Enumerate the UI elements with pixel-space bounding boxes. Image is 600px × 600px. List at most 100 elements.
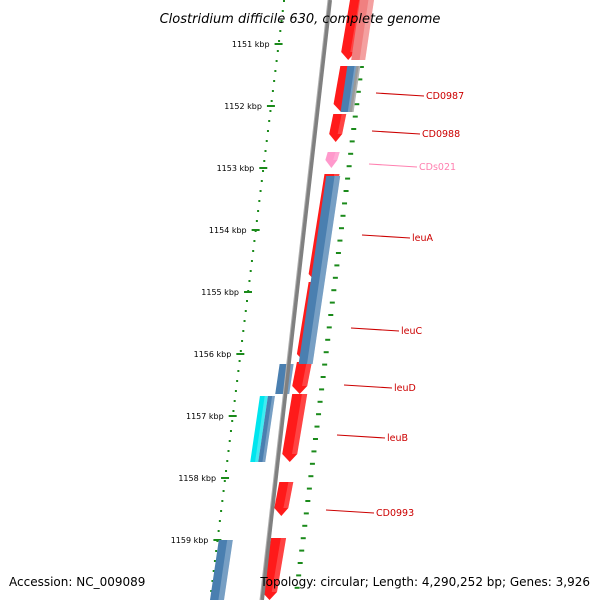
backbone-highlight [259,0,329,600]
scale-dot [226,460,229,462]
scale-dot [231,420,234,422]
scale-dot [283,0,285,2]
outer-tick [303,512,309,515]
gene-arrow-pseudo-shade [333,152,340,160]
outer-tick [300,537,306,540]
scale-dot [259,190,262,192]
scale-dot [281,10,284,12]
feature-track [210,0,374,600]
scale-dot [271,90,274,92]
outer-tick [337,239,343,242]
gene-arrow-reverse [340,66,360,112]
gene-label-leuc: leuC [401,326,423,337]
gene-arrow-forward [282,394,308,462]
scale-dot [273,80,276,82]
scale-dot [236,380,239,382]
gene-label-cd0987: CD0987 [426,91,464,102]
scale-dot [217,530,220,532]
outer-tick [326,326,332,329]
outer-tick [342,202,348,205]
scale-dot [221,500,224,502]
scale-dot [262,170,265,172]
scale-dot [232,410,235,412]
scale-dot [249,270,252,272]
gene-arrow-grey-shade [351,66,361,112]
map-title: Clostridium difficile 630, complete geno… [160,12,441,27]
outer-tick [334,264,340,267]
gene-arrow-forward-shade [301,362,312,386]
label-leader-line [361,234,411,239]
scale-dot [258,200,261,202]
scale-dot [223,480,226,482]
scale-dot [270,100,273,102]
scale-dot [212,570,215,572]
accession-text: Accession: NC_009089 [9,575,146,589]
scale-dot [215,550,218,552]
outer-tick [314,425,320,428]
outer-tick [297,562,303,564]
label-leader-line [343,384,393,389]
label-leaders [325,92,425,514]
gene-arrow-forward [292,362,312,394]
gene-arrow-reverse [298,176,341,364]
gene-arrow-reverse [258,396,275,462]
scale-tick-label: 1152 kbp [224,102,262,111]
gene-arrow-pseudo [325,152,340,168]
scale-tick-label: 1159 kbp [171,536,209,545]
scale-dot [239,350,242,352]
outer-tick [345,177,351,180]
outer-tick [319,388,325,391]
label-leader-line [375,92,425,97]
rna-arrow-shade [255,396,268,462]
scale-dot [220,510,223,512]
outer-tick [338,227,344,230]
outer-tick [357,78,363,81]
outer-tick [294,586,300,589]
scale-dot [243,320,246,322]
label-leader-line [350,327,400,332]
label-leader-line [336,434,386,439]
gene-arrow-grey [349,66,361,112]
scale-dot [265,140,268,142]
scale-dot [268,120,271,122]
scale-dot [252,250,255,252]
label-layer: CD0987 CD0988 CDs021 leuA leuC leuD leuB CD0993 [376,91,464,519]
gene-label-leub: leuB [387,433,408,444]
gene-arrow-reverse [210,540,233,600]
scale-dot [227,450,230,452]
scale-dot [260,180,263,182]
scale-dot [274,70,277,72]
rna-arrow [250,396,268,462]
gene-label-cd0993: CD0993 [376,508,414,519]
scale-dot [264,150,267,152]
outer-tick [328,314,334,316]
outer-tick [332,276,338,279]
outer-tick [354,103,360,106]
scale-dot [275,60,278,62]
scale-dot [241,340,244,342]
outer-tick [296,574,302,577]
scale-ring: 1151 kbp 1152 kbp 1153 kbp 1154 kbp 1155 kbp… [171,0,372,592]
scale-dot [263,160,266,162]
outer-tick [351,128,357,130]
outer-tick [348,152,354,155]
scale-dot [238,360,241,362]
outer-tick [343,190,349,192]
outer-tick [331,289,337,292]
scale-tick-label: 1157 kbp [186,412,224,421]
scale-dot [276,50,279,52]
scale-dot [246,300,248,302]
scale-dot [279,30,282,32]
topology-text: Topology: circular; Length: 4,290,252 bp… [260,575,590,589]
gene-arrow-forward-shade [337,114,347,134]
scale-dot [233,400,236,402]
outer-tick [312,438,318,440]
gene-arrow-forward [262,538,287,600]
scale-tick-label: 1153 kbp [217,164,255,173]
gene-label-leud: leuD [394,383,416,394]
scale-dot [248,280,251,282]
scale-dot [244,310,247,312]
scale-dot [266,130,269,132]
scale-tick-label: 1156 kbp [194,350,232,359]
backbone-ring [259,0,332,600]
